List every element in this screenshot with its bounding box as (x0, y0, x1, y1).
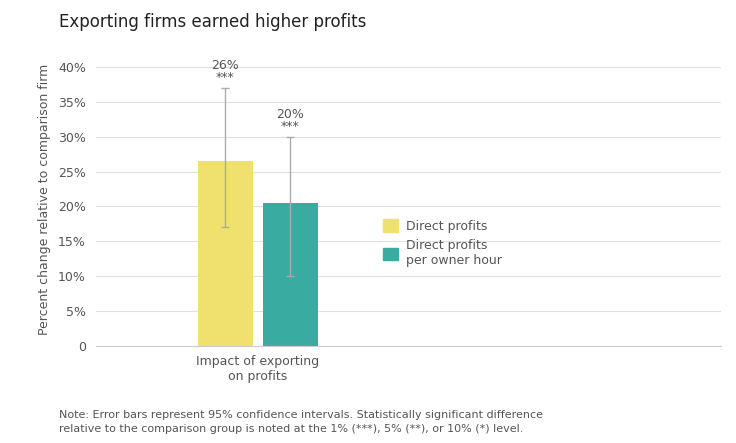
Text: 20%: 20% (277, 108, 304, 120)
Y-axis label: Percent change relative to comparison firm: Percent change relative to comparison fi… (38, 64, 51, 335)
Bar (263, 203, 318, 346)
Text: Exporting firms earned higher profits: Exporting firms earned higher profits (59, 13, 367, 31)
Text: 26%: 26% (211, 59, 239, 72)
Text: Note: Error bars represent 95% confidence intervals. Statistically significant d: Note: Error bars represent 95% confidenc… (59, 410, 543, 434)
Text: ***: *** (281, 120, 300, 133)
Legend: Direct profits, Direct profits
per owner hour: Direct profits, Direct profits per owner… (383, 219, 502, 267)
Text: ***: *** (216, 71, 235, 85)
Bar (198, 161, 253, 346)
